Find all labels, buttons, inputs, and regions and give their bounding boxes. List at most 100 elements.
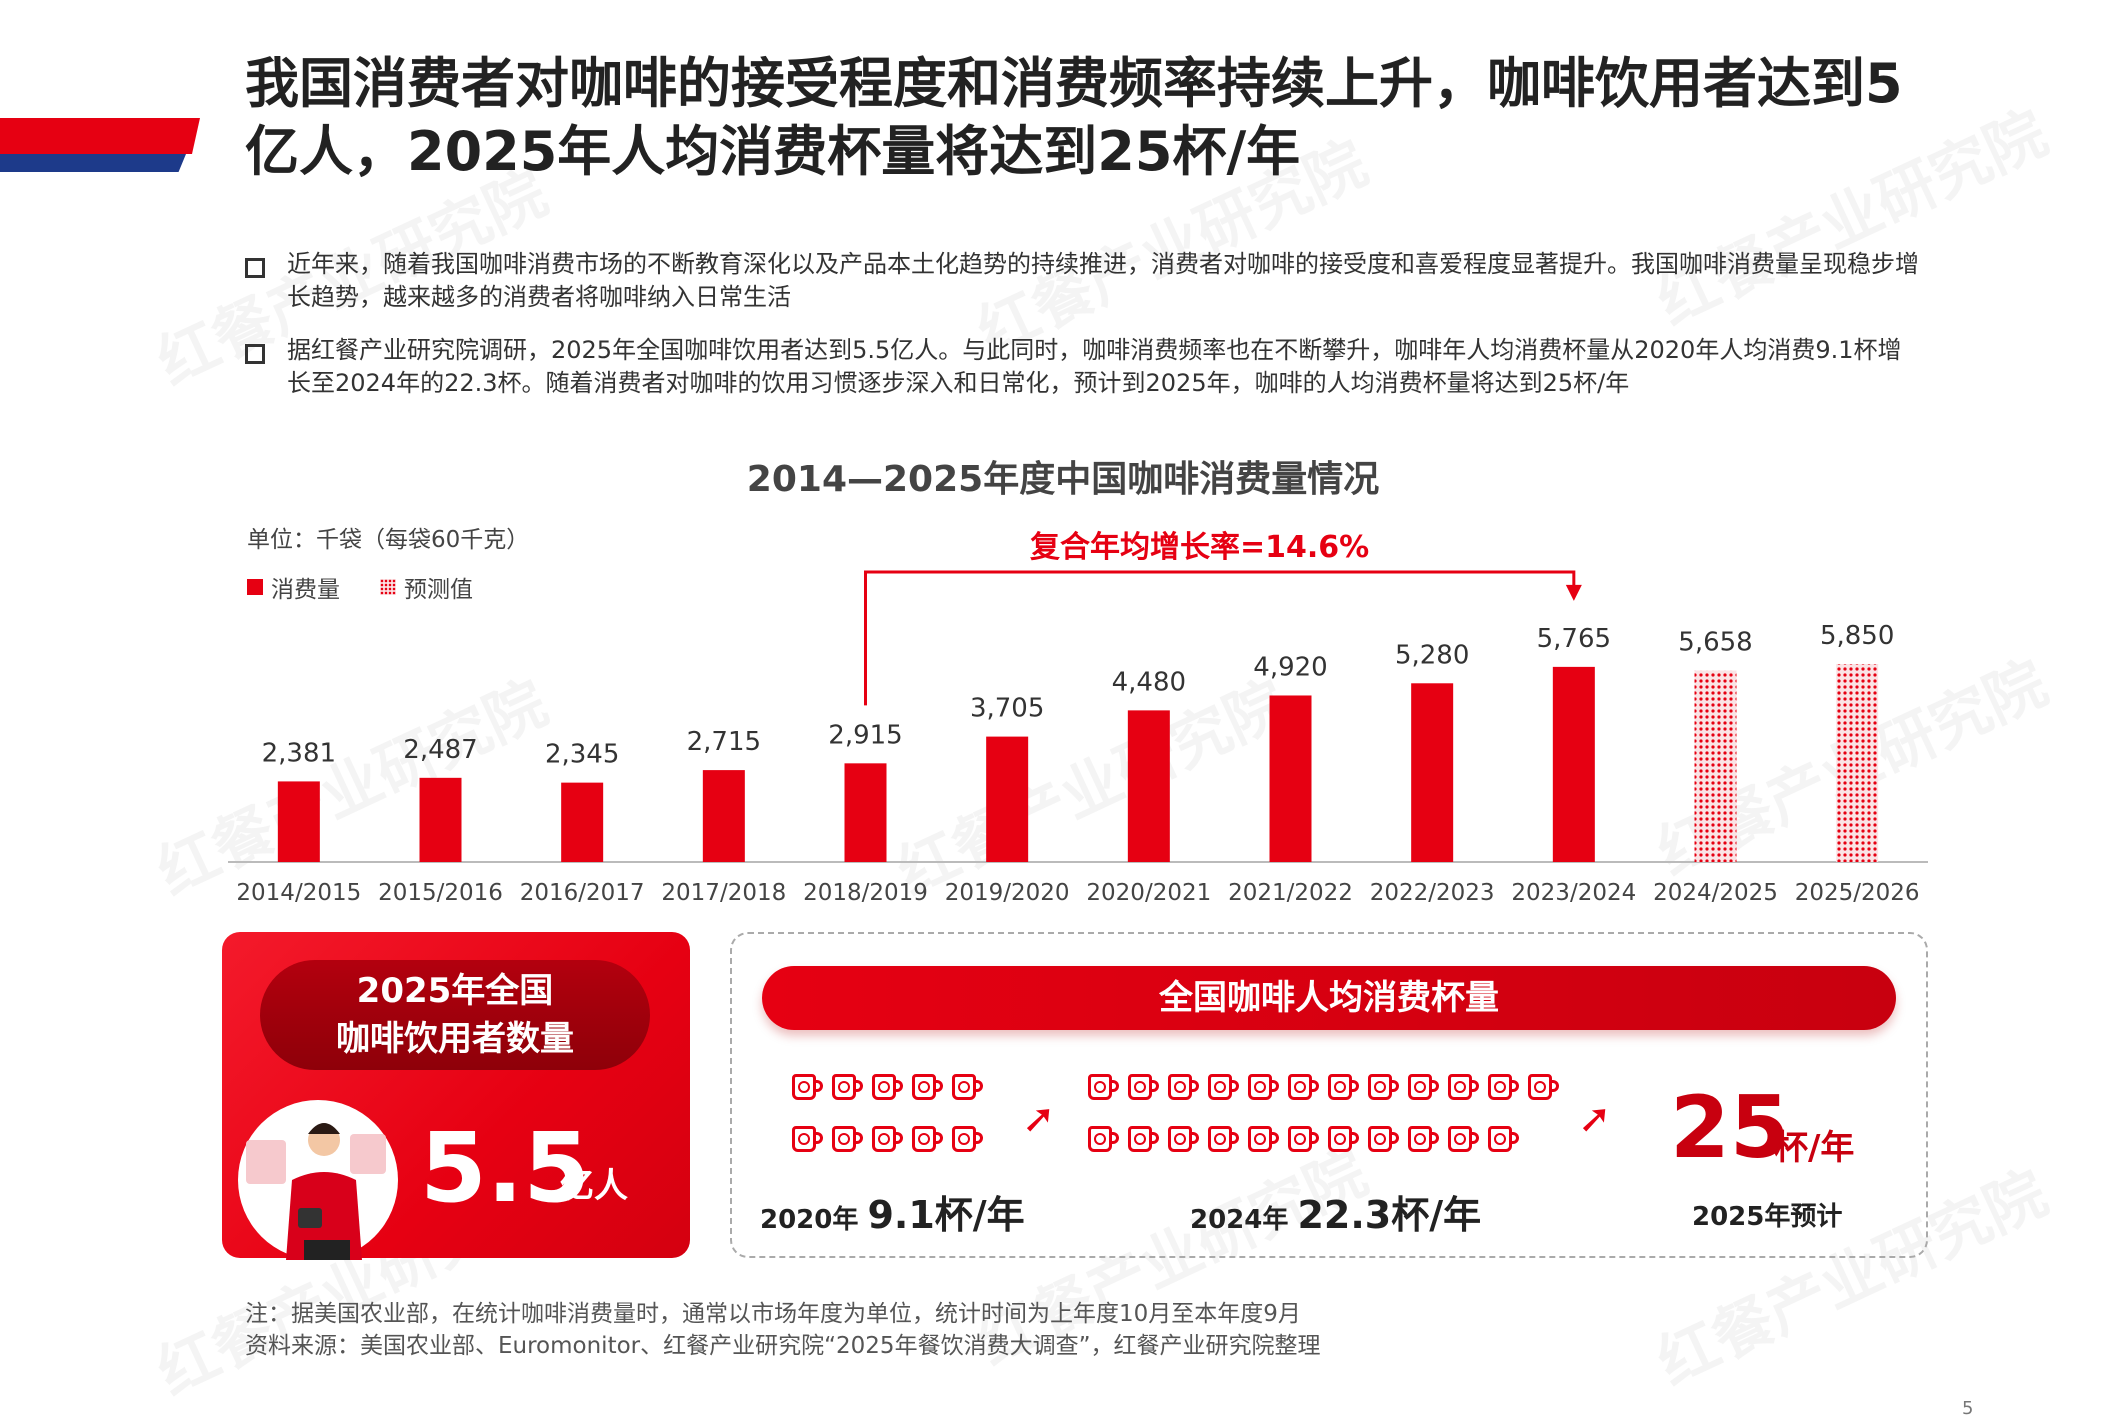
bar-value-label: 5,850 (1820, 621, 1894, 651)
bullet-list: 近年来，随着我国咖啡消费市场的不断教育深化以及产品本土化趋势的持续推进，消费者对… (245, 248, 1925, 420)
header-stripe-red (0, 118, 200, 154)
bullet-text: 据红餐产业研究院调研，2025年全国咖啡饮用者达到5.5亿人。与此同时，咖啡消费… (287, 336, 1902, 397)
cagr-bracket (864, 570, 1576, 706)
bullet-square-icon (245, 258, 265, 278)
bullet-square-icon (245, 344, 265, 364)
cup-grid-2020 (792, 1072, 984, 1176)
x-tick-label: 2014/2015 (236, 880, 361, 906)
coffee-cup-icon (1448, 1072, 1480, 1102)
x-tick-label: 2023/2024 (1511, 880, 1636, 906)
bar-value-label: 2,345 (545, 740, 619, 770)
bar-value-label: 5,765 (1537, 624, 1611, 654)
x-tick-label: 2021/2022 (1228, 880, 1353, 906)
cups-2020-unit: 杯/年 (934, 1193, 1025, 1237)
bar (1694, 670, 1737, 862)
coffee-cup-icon (792, 1124, 824, 1154)
x-tick-label: 2025/2026 (1795, 880, 1920, 906)
growth-arrow-icon: ➚ (1022, 1096, 1056, 1142)
header-stripe-blue (0, 154, 186, 172)
coffee-drinkers-label-line1: 2025年全国 (356, 971, 554, 1011)
coffee-drinkers-unit: 亿人 (560, 1166, 628, 1206)
x-tick-label: 2020/2021 (1086, 880, 1211, 906)
coffee-drinkers-value: 5.5 (420, 1112, 591, 1224)
chart-title: 2014—2025年度中国咖啡消费量情况 (746, 459, 1380, 500)
forecast-cups-unit: 杯/年 (1774, 1128, 1855, 1168)
bar (1552, 666, 1595, 862)
coffee-cup-icon (912, 1072, 944, 1102)
legend-label-actual: 消费量 (271, 577, 340, 603)
legend-dotted-swatch (380, 579, 396, 595)
page-number: 5 (1962, 1398, 1974, 1419)
coffee-cup-icon (1488, 1124, 1520, 1154)
chart-legend: 消费量 预测值 (247, 570, 473, 604)
bar-value-label: 3,705 (970, 694, 1044, 724)
legend-label-forecast: 预测值 (404, 577, 473, 603)
legend-solid-swatch (247, 579, 263, 595)
x-tick-label: 2022/2023 (1370, 880, 1495, 906)
coffee-cup-icon (792, 1072, 824, 1102)
coffee-cup-icon (1368, 1072, 1400, 1102)
bar-value-label: 4,480 (1112, 667, 1186, 697)
coffee-cup-icon (1408, 1124, 1440, 1154)
coffee-cup-icon (912, 1124, 944, 1154)
coffee-cup-icon (1088, 1072, 1120, 1102)
bar (702, 770, 745, 862)
cups-2020-label: 2020年 9.1杯/年 (760, 1184, 1025, 1239)
coffee-cup-icon (1208, 1072, 1240, 1102)
coffee-cup-icon (1328, 1072, 1360, 1102)
coffee-cup-icon (1128, 1124, 1160, 1154)
cups-per-capita-title: 全国咖啡人均消费杯量 (762, 966, 1896, 1030)
x-tick-label: 2018/2019 (803, 880, 928, 906)
x-tick-label: 2016/2017 (520, 880, 645, 906)
bar (277, 781, 320, 862)
coffee-cup-icon (832, 1124, 864, 1154)
coffee-drinkers-label-line2: 咖啡饮用者数量 (336, 1019, 574, 1059)
coffee-cup-icon (1208, 1124, 1240, 1154)
bar (986, 736, 1029, 862)
coffee-cup-icon (1328, 1124, 1360, 1154)
coffee-cup-icon (952, 1072, 984, 1102)
cagr-arrow-head (1565, 584, 1582, 601)
cagr-annotation: 复合年均增长率=14.6% (1030, 530, 1370, 565)
coffee-cup-icon (1168, 1124, 1200, 1154)
coffee-cup-icon (872, 1124, 904, 1154)
bar-value-label: 4,920 (1253, 652, 1327, 682)
bar-value-label: 2,381 (262, 738, 336, 768)
chart-unit: 单位：千袋（每袋60千克） (247, 527, 530, 553)
x-tick-label: 2015/2016 (378, 880, 503, 906)
cups-per-capita-card (730, 932, 1928, 1258)
footnote-source: 资料来源：美国农业部、Euromonitor、红餐产业研究院“2025年餐饮消费… (245, 1333, 1321, 1359)
bar (419, 777, 462, 862)
bar (561, 782, 604, 862)
cups-2024-value: 22.3 (1297, 1193, 1392, 1237)
bar-value-label: 2,915 (828, 720, 902, 750)
coffee-cup-icon (1128, 1072, 1160, 1102)
coffee-drinkers-label: 2025年全国 咖啡饮用者数量 (260, 960, 650, 1070)
bar-value-label: 5,658 (1678, 627, 1752, 657)
coffee-cup-icon (1088, 1124, 1120, 1154)
cups-2024-label: 2024年 22.3杯/年 (1190, 1184, 1481, 1239)
bar-value-label: 2,715 (687, 727, 761, 757)
coffee-cup-icon (1448, 1124, 1480, 1154)
bar (1411, 683, 1454, 862)
coffee-cup-icon (1488, 1072, 1520, 1102)
bullet-item: 近年来，随着我国咖啡消费市场的不断教育深化以及产品本土化趋势的持续推进，消费者对… (245, 248, 1925, 314)
bar-value-label: 5,280 (1395, 640, 1469, 670)
coffee-cup-icon (952, 1124, 984, 1154)
x-tick-label: 2024/2025 (1653, 880, 1778, 906)
coffee-cup-icon (1368, 1124, 1400, 1154)
forecast-cups-value: 25 (1670, 1078, 1790, 1178)
bullet-item: 据红餐产业研究院调研，2025年全国咖啡饮用者达到5.5亿人。与此同时，咖啡消费… (245, 334, 1925, 400)
coffee-cup-icon (1248, 1072, 1280, 1102)
coffee-cup-icon (872, 1072, 904, 1102)
coffee-cup-icon (832, 1072, 864, 1102)
bullet-text: 近年来，随着我国咖啡消费市场的不断教育深化以及产品本土化趋势的持续推进，消费者对… (287, 250, 1919, 311)
coffee-cup-icon (1168, 1072, 1200, 1102)
bar (1269, 695, 1312, 862)
growth-arrow-icon: ➚ (1578, 1096, 1612, 1142)
coffee-cup-icon (1408, 1072, 1440, 1102)
page-title: 我国消费者对咖啡的接受程度和消费频率持续上升，咖啡饮用者达到5亿人，2025年人… (245, 52, 1903, 183)
bar (1836, 664, 1879, 862)
forecast-cups-label: 2025年预计 (1692, 1202, 1843, 1232)
coffee-cup-icon (1528, 1072, 1560, 1102)
